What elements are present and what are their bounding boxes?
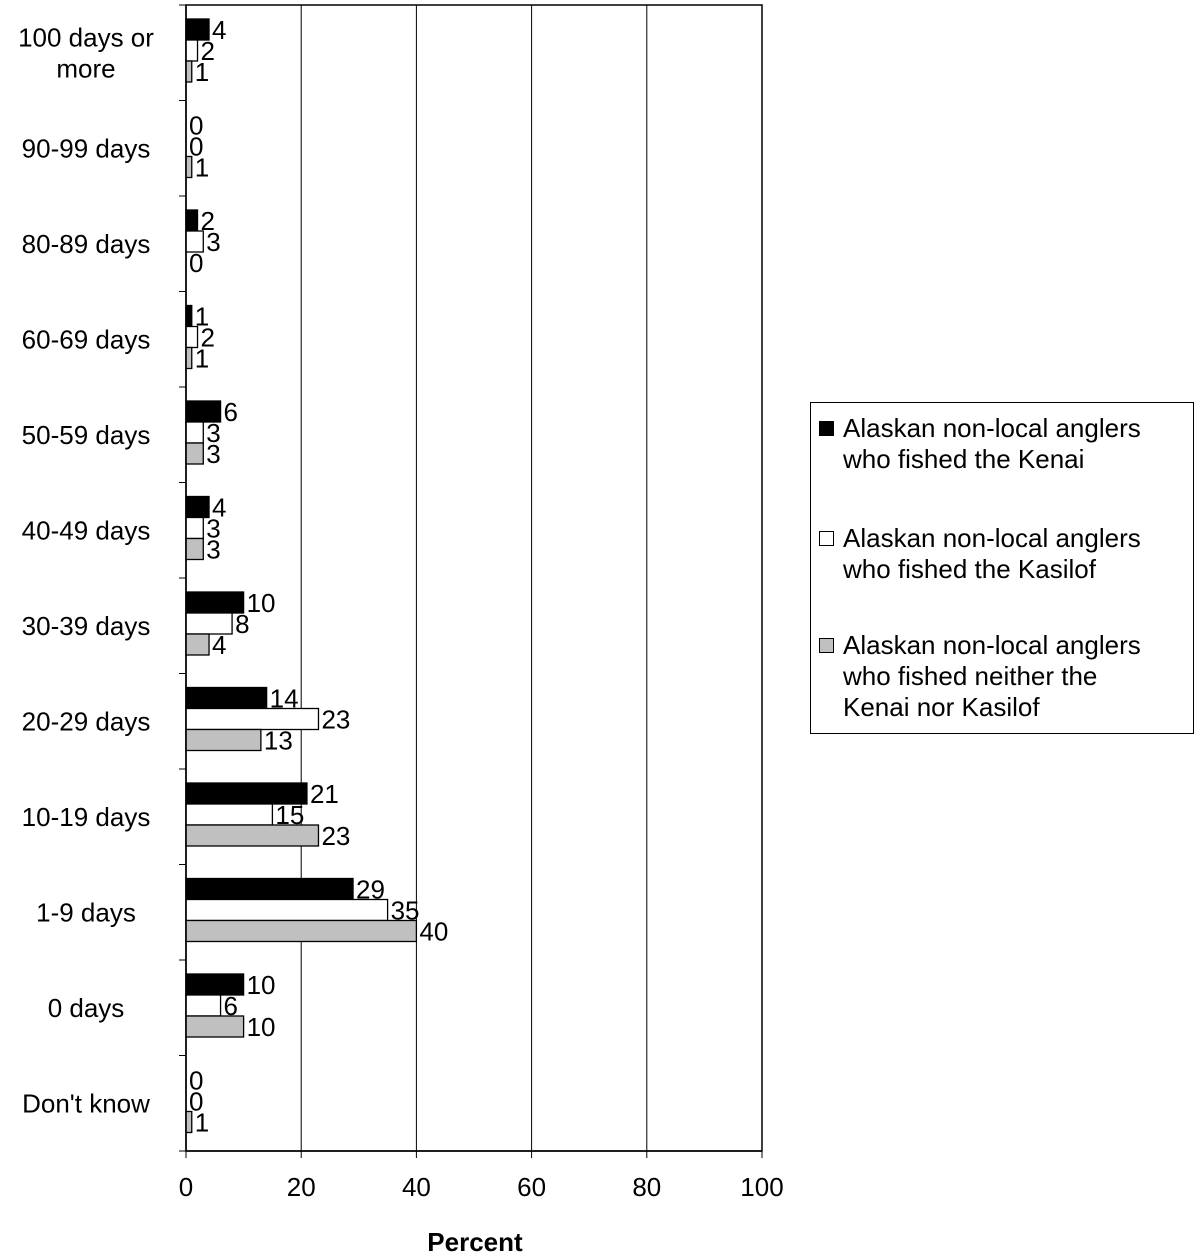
data-label-neither-4: 3: [206, 439, 220, 469]
data-label-kasilof-8: 15: [275, 800, 304, 830]
data-label-kenai-4: 6: [224, 397, 238, 427]
bar-neither-6: [185, 633, 210, 656]
category-label-line: 80-89 days: [22, 229, 151, 259]
legend-item-kasilof: Alaskan non-local anglers who fished the …: [819, 523, 1188, 585]
bar-kasilof-8: [185, 803, 274, 826]
legend-label-kasilof: Alaskan non-local anglers who fished the …: [843, 523, 1141, 584]
category-label-5: 40-49 days: [22, 515, 151, 545]
data-label-kenai-2: 2: [201, 206, 215, 236]
data-label-kenai-7: 14: [270, 684, 299, 714]
data-label-neither-10: 10: [247, 1012, 276, 1042]
data-label-kasilof-3: 2: [201, 323, 215, 353]
category-label-9: 1-9 days: [36, 897, 136, 927]
data-label-kenai-0: 4: [212, 15, 226, 45]
legend-swatch-neither: [819, 638, 834, 653]
data-label-kenai-8: 21: [310, 779, 339, 809]
bar-kasilof-5: [185, 516, 204, 540]
category-label-line: 1-9 days: [36, 897, 136, 927]
category-label-line: 30-39 days: [22, 611, 151, 641]
category-label-8: 10-19 days: [22, 802, 151, 832]
data-label-kasilof-11: 0: [189, 1087, 203, 1117]
data-label-neither-2: 0: [189, 248, 203, 278]
data-label-kasilof-9: 35: [391, 896, 420, 926]
x-tick-label-0: 0: [179, 1172, 193, 1202]
category-label-line: 40-49 days: [22, 515, 151, 545]
x-tick-label-80: 80: [632, 1172, 661, 1202]
legend-item-neither: Alaskan non-local anglers who fished neit…: [819, 630, 1188, 723]
category-label-line: 90-99 days: [22, 133, 151, 163]
category-label-line: more: [56, 53, 115, 83]
x-tick-label-40: 40: [402, 1172, 431, 1202]
data-label-kasilof-6: 8: [235, 609, 249, 639]
bar-neither-3: [185, 346, 193, 370]
category-label-line: Don't know: [22, 1088, 150, 1118]
category-label-0: 100 days or more: [18, 22, 154, 83]
legend-item-kenai: Alaskan non-local anglers who fished the …: [819, 413, 1188, 475]
data-label-neither-11: 1: [195, 1108, 209, 1138]
bars: [185, 18, 418, 1134]
data-label-kasilof-5: 3: [206, 514, 220, 544]
x-axis-title: Percent: [427, 1227, 523, 1257]
data-label-neither-6: 4: [212, 630, 226, 660]
legend: Alaskan non-local anglers who fished the …: [810, 402, 1194, 734]
data-label-kasilof-10: 6: [224, 991, 238, 1021]
legend-label-neither: Alaskan non-local anglers who fished neit…: [843, 630, 1141, 722]
data-label-kenai-10: 10: [247, 970, 276, 1000]
category-label-line: 100 days or: [18, 22, 154, 52]
bar-kenai-9: [185, 877, 354, 901]
category-label-line: 20-29 days: [22, 706, 151, 736]
data-label-kasilof-4: 3: [206, 418, 220, 448]
category-label-4: 50-59 days: [22, 420, 151, 450]
data-label-neither-7: 13: [264, 726, 293, 756]
category-label-line: 60-69 days: [22, 324, 151, 354]
legend-swatch-kenai: [819, 421, 834, 436]
data-label-neither-8: 23: [321, 821, 350, 851]
data-label-kenai-6: 10: [247, 588, 276, 618]
category-label-2: 80-89 days: [22, 229, 151, 259]
category-label-1: 90-99 days: [22, 133, 151, 163]
x-tick-label-60: 60: [517, 1172, 546, 1202]
data-label-neither-1: 1: [195, 153, 209, 183]
data-label-neither-0: 1: [195, 57, 209, 87]
axes: [179, 4, 763, 1158]
bar-kasilof-4: [185, 421, 204, 444]
legend-label-kenai: Alaskan non-local anglers who fished the …: [843, 413, 1141, 474]
data-label-kenai-9: 29: [356, 875, 385, 905]
data-label-kasilof-1: 0: [189, 132, 203, 162]
bar-kasilof-10: [185, 994, 222, 1017]
bar-kenai-7: [185, 686, 268, 710]
bar-neither-9: [185, 919, 418, 943]
bar-kasilof-7: [185, 707, 320, 731]
category-label-10: 0 days: [48, 993, 125, 1023]
legend-swatch-kasilof: [819, 531, 834, 546]
bar-neither-4: [185, 442, 204, 465]
data-label-kenai-11: 0: [189, 1066, 203, 1096]
category-label-line: 50-59 days: [22, 420, 151, 450]
data-label-kenai-3: 1: [195, 302, 209, 332]
category-label-7: 20-29 days: [22, 706, 151, 736]
x-tick-label-100: 100: [740, 1172, 783, 1202]
data-label-kasilof-7: 23: [321, 705, 350, 735]
labels: 4021641014212910020323382315356011013341…: [18, 15, 784, 1202]
data-label-neither-9: 40: [419, 917, 448, 947]
bar-neither-7: [185, 728, 262, 752]
category-label-line: 10-19 days: [22, 802, 151, 832]
data-label-neither-5: 3: [206, 535, 220, 565]
bar-neither-0: [185, 60, 193, 83]
data-label-kasilof-0: 2: [201, 36, 215, 66]
bar-kenai-2: [185, 209, 199, 232]
data-label-kenai-1: 0: [189, 111, 203, 141]
category-label-line: 0 days: [48, 993, 125, 1023]
data-label-kasilof-2: 3: [206, 227, 220, 257]
category-label-3: 60-69 days: [22, 324, 151, 354]
bar-kenai-3: [185, 304, 193, 328]
category-label-6: 30-39 days: [22, 611, 151, 641]
category-label-11: Don't know: [22, 1088, 150, 1118]
x-tick-label-20: 20: [287, 1172, 316, 1202]
data-label-neither-3: 1: [195, 344, 209, 374]
bar-neither-5: [185, 537, 204, 561]
data-label-kenai-5: 4: [212, 493, 226, 523]
